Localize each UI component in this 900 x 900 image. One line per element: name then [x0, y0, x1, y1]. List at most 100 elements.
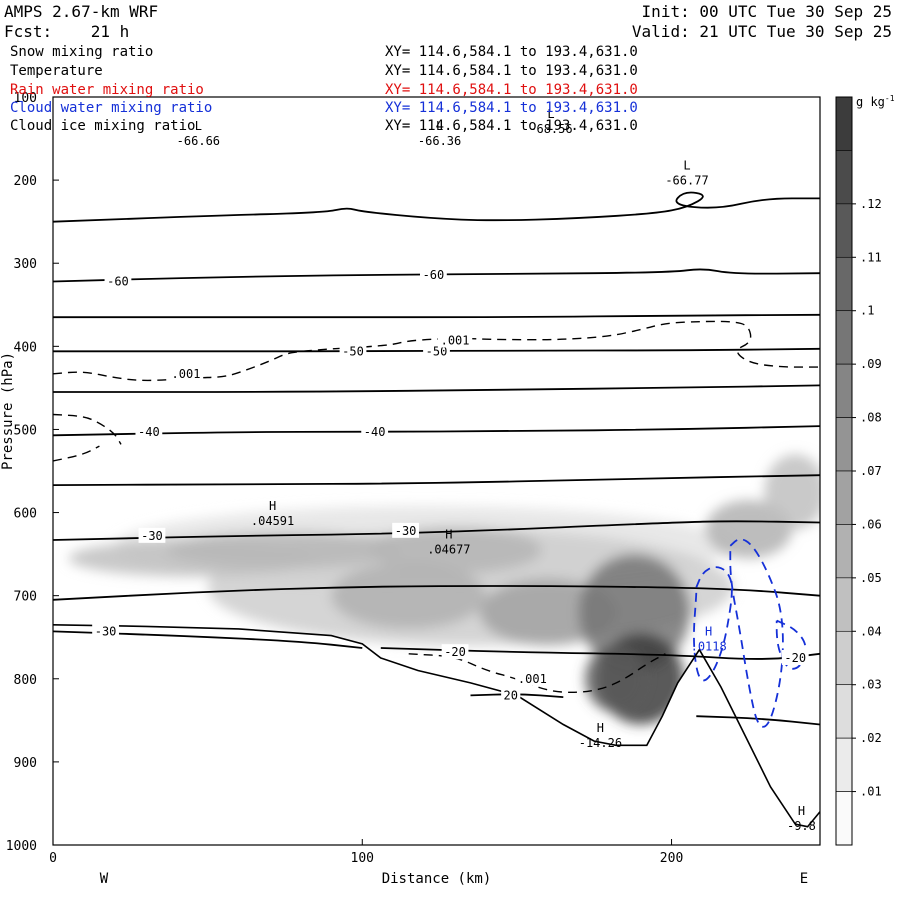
isotherm-label-6: -30	[141, 529, 163, 543]
extremum-value-5: .04677	[427, 542, 470, 556]
isotherm-label-4: -40	[138, 425, 160, 439]
east-label: E	[800, 871, 808, 887]
colorbar-swatch-3	[835, 256, 853, 312]
extremum-value-0: -66.66	[177, 134, 220, 148]
colorbar-tick-label-1: .02	[860, 731, 882, 745]
colorbar-swatch-1	[835, 150, 853, 205]
extremum-value-7: -14.26	[579, 736, 622, 750]
extremum-value-3: -66.77	[665, 173, 708, 187]
isotherm-4	[53, 384, 820, 393]
isotherm-label-10: -20	[784, 651, 806, 665]
colorbar-swatch-12	[835, 737, 853, 792]
shade-blob-11	[764, 454, 820, 530]
extremum-value-8: -9.8	[787, 819, 816, 833]
colorbar-swatch-9	[835, 577, 853, 632]
colorbar-swatch-4	[835, 310, 853, 365]
isotherm-label-1: -60	[423, 268, 445, 282]
colorbar-swatch-7	[835, 470, 853, 525]
isotherm-label-9-bg	[441, 644, 469, 660]
y-tick-label-8: 900	[14, 756, 37, 771]
isotherm-label-6-bg	[138, 527, 166, 543]
extremum-type-8: H	[798, 804, 805, 818]
snow-contour-2	[53, 445, 100, 462]
x-tick-label-2: 200	[660, 851, 683, 866]
extremum-value-6: .0118	[691, 640, 727, 654]
isotherm-label-8: -30	[95, 624, 117, 638]
colorbar-swatch-2	[835, 203, 853, 258]
y-tick-label-3: 400	[14, 340, 37, 355]
extremum-type-2: L	[547, 107, 554, 121]
isotherm-label-9: -20	[444, 645, 466, 659]
init-time: Init: 00 UTC Tue 30 Sep 25	[641, 2, 892, 21]
below-ground-mask	[53, 624, 820, 845]
isotherm-10	[380, 647, 820, 660]
colorbar-unit-exponent: -1	[885, 94, 895, 103]
colorbar-swatch-13	[835, 791, 853, 846]
colorbar-tick-label-8: .09	[860, 357, 882, 371]
plot-frame	[52, 96, 821, 846]
x-tick-label-1: 100	[351, 851, 374, 866]
extremum-type-6: H	[705, 625, 712, 639]
isotherm-label-7: -30	[395, 524, 417, 538]
legend-xy-rain: XY= 114.6,584.1 to 193.4,631.0	[385, 82, 638, 98]
isotherm-label-7-bg	[392, 522, 419, 538]
y-tick-label-0: 100	[14, 91, 37, 106]
isotherm-5	[53, 425, 820, 437]
legend-xy-cloud-water: XY= 114.6,584.1 to 193.4,631.0	[385, 100, 638, 116]
isotherm-label-1-bg	[420, 266, 447, 282]
snow-contour-1	[53, 413, 122, 445]
isotherm-label-5-bg	[361, 423, 389, 439]
isotherm-2	[53, 313, 820, 319]
colorbar-tick-label-5: .06	[860, 517, 882, 531]
extremum-type-7: H	[597, 721, 604, 735]
isotherm-1	[53, 268, 820, 283]
colorbar-swatch-0	[835, 96, 853, 151]
legend-xy-snow: XY= 114.6,584.1 to 193.4,631.0	[385, 44, 638, 60]
legend-name-rain: Rain water mixing ratio	[10, 82, 204, 98]
isotherm-label-2: -50	[342, 344, 364, 358]
isotherm-label-10-bg	[781, 650, 809, 665]
y-tick-label-7: 800	[14, 673, 37, 688]
x-tick-label-0: 0	[49, 851, 57, 866]
snow-contour-label-0-bg	[168, 365, 204, 381]
snow-contour-label-0: .001	[172, 367, 201, 381]
valid-time: Valid: 21 UTC Tue 30 Sep 25	[631, 22, 892, 41]
x-axis-label: Distance (km)	[382, 871, 492, 887]
snow-contour-0	[53, 320, 820, 382]
snow-contour-3	[408, 653, 666, 694]
extremum-type-3: L	[683, 158, 690, 172]
shade-blob-4	[368, 526, 542, 574]
legend-xy-temperature: XY= 114.6,584.1 to 193.4,631.0	[385, 63, 638, 79]
isotherm-label-4-bg	[135, 423, 163, 439]
isotherm-label-5: -40	[364, 425, 386, 439]
isotherm-label-3: -50	[426, 344, 448, 358]
colorbar-tick-label-9: .1	[860, 304, 874, 318]
isotherm-label-8-bg	[92, 623, 119, 639]
west-label: W	[100, 871, 109, 887]
cloud-water-contour-2	[775, 619, 807, 670]
colorbar-tick-label-4: .05	[860, 571, 882, 585]
colorbar-tick-label-6: .07	[860, 464, 882, 478]
y-tick-label-4: 500	[14, 423, 37, 438]
shade-blob-10	[705, 500, 793, 559]
y-tick-label-9: 1000	[6, 839, 37, 854]
isotherm-8	[53, 585, 820, 601]
isotherm-label-11-bg	[501, 687, 521, 703]
colorbar-tick-label-2: .03	[860, 678, 882, 692]
snow-contour-label-1-bg	[437, 332, 473, 348]
legend-name-temperature: Temperature	[10, 63, 103, 79]
extremum-value-4: .04591	[251, 514, 294, 528]
colorbar-tick-label-10: .11	[860, 250, 882, 264]
legend-xy-cloud-ice: XY= 114.6,584.1 to 193.4,631.0	[385, 118, 638, 134]
extremum-type-0: L	[195, 119, 202, 133]
colorbar-swatch-6	[835, 417, 853, 472]
isotherm-label-2-bg	[339, 343, 367, 359]
colorbar-swatch-5	[835, 363, 853, 418]
extremum-value-1: -66.36	[418, 134, 461, 148]
isotherm-label-0-bg	[104, 273, 132, 289]
colorbar-swatch-11	[835, 684, 853, 739]
y-tick-label-6: 700	[14, 590, 37, 605]
isotherm-label-11: 20	[503, 688, 517, 702]
colorbar-unit: g kg-1	[856, 94, 895, 109]
